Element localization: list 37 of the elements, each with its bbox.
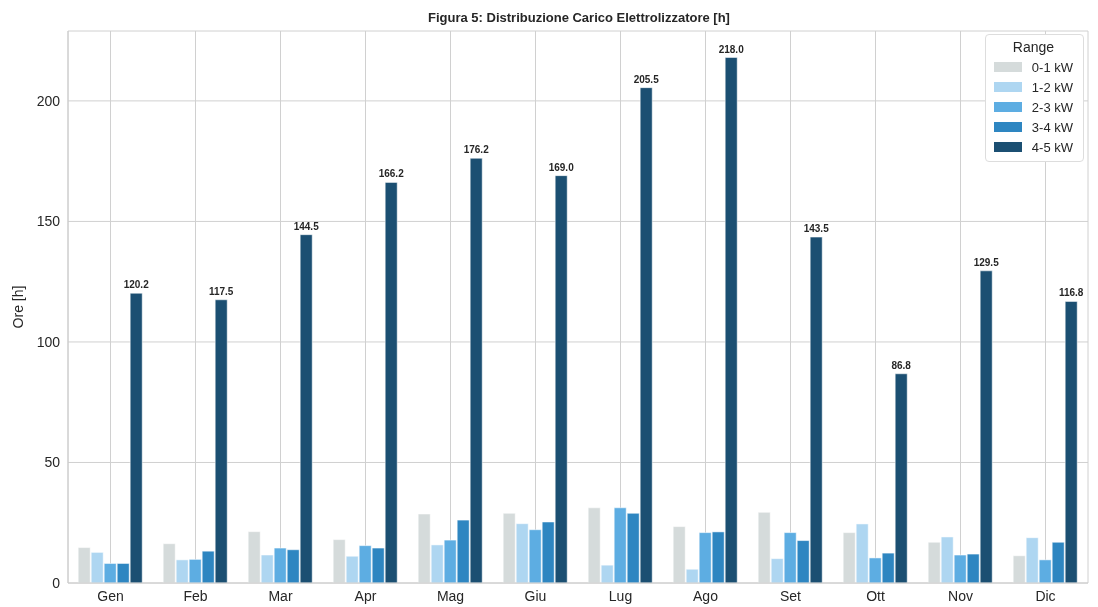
data-label: 117.5 [208, 285, 234, 297]
x-tick-label: Mar [268, 587, 293, 604]
data-label: 205.5 [633, 73, 660, 85]
legend-label: 2-3 kW [1031, 99, 1073, 115]
data-label: 169.0 [548, 161, 575, 173]
x-tick-label: Set [779, 587, 802, 604]
y-tick-label: 0 [52, 574, 61, 591]
x-tick-label: Nov [948, 587, 973, 604]
data-label: 166.2 [378, 168, 405, 180]
data-label: 86.8 [891, 359, 912, 371]
x-tick-label: Ago [693, 587, 719, 604]
y-tick-label: 150 [36, 213, 61, 230]
data-label: 143.5 [803, 223, 830, 235]
data-label: 144.5 [293, 220, 320, 232]
legend-label: 3-4 kW [1031, 119, 1073, 135]
y-axis-title: Ore [h] [9, 285, 26, 329]
x-tick-label: Apr [354, 587, 377, 604]
x-tick-label: Mag [436, 587, 465, 604]
x-tick-label: Ott [866, 587, 885, 604]
data-label: 116.8 [1058, 287, 1084, 299]
legend-label: 4-5 kW [1031, 139, 1073, 155]
y-tick-label: 200 [36, 92, 61, 109]
x-tick-label: Feb [183, 587, 208, 604]
legend-label: 0-1 kW [1031, 59, 1073, 75]
x-tick-label: Lug [608, 587, 633, 604]
data-label: 176.2 [463, 144, 490, 156]
data-label: 218.0 [718, 43, 745, 55]
x-tick-label: Gen [97, 587, 124, 604]
x-tick-label: Dic [1035, 587, 1056, 604]
y-tick-label: 50 [44, 454, 61, 471]
chart-title: Figura 5: Distribuzione Carico Elettrolizzatore [h] [427, 10, 731, 25]
data-label: 129.5 [973, 256, 1000, 268]
y-tick-label: 100 [36, 333, 61, 350]
legend-label: 1-2 kW [1031, 79, 1073, 95]
legend-title: Range [1011, 39, 1056, 55]
data-label: 120.2 [123, 279, 150, 291]
x-tick-label: Giu [524, 587, 547, 604]
